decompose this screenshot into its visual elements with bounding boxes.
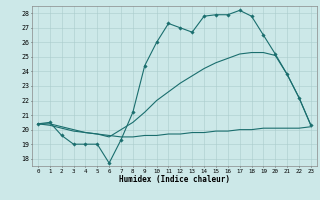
X-axis label: Humidex (Indice chaleur): Humidex (Indice chaleur) (119, 175, 230, 184)
